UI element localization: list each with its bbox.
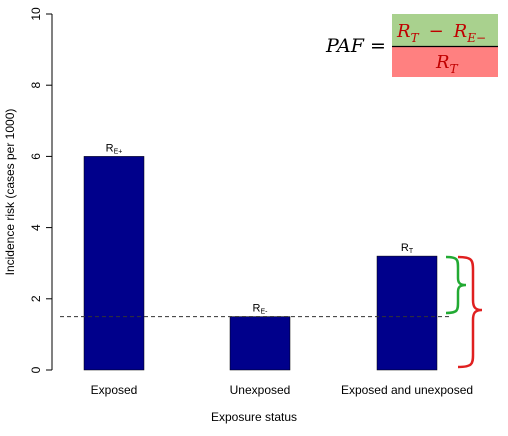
bar-data-label-main: R (401, 242, 409, 254)
y-tick-label: 0 (29, 366, 43, 373)
bar-exposed (83, 156, 145, 371)
category-labels-group: Exposed Unexposed Exposed and unexposed (91, 383, 473, 397)
paf-formula: PAF = RT − RE− RT (325, 14, 498, 77)
bar-unexposed (229, 316, 291, 371)
numerator-term1-sub: T (411, 31, 420, 45)
bar-data-label: RE- (253, 303, 269, 316)
y-tick-label: 6 (29, 153, 43, 160)
formula-denominator-highlight (392, 47, 498, 77)
outer-brace-annotation (457, 255, 483, 369)
bar-data-label: RE+ (106, 142, 123, 155)
bars-group (83, 156, 438, 371)
numerator-term2-sub: E− (466, 31, 486, 45)
x-axis-label: Exposure status (211, 410, 297, 424)
formula-denominator: RT (435, 52, 459, 76)
bar-labels-group: RE+RE-RT (106, 142, 414, 315)
bar-data-label-main: R (253, 303, 261, 315)
bar-data-label-main: R (106, 142, 114, 154)
bar-data-label: RT (401, 242, 414, 255)
numerator-operator: − (429, 21, 444, 42)
bar-data-label-sub: E+ (114, 148, 123, 155)
y-tick-label: 2 (29, 295, 43, 302)
inner-brace-annotation (445, 255, 467, 315)
x-category-label: Exposed (91, 383, 138, 397)
x-category-label: Unexposed (230, 383, 291, 397)
bar-data-label-sub: E- (260, 309, 268, 316)
formula-numerator: RT − RE− (396, 21, 486, 45)
numerator-term1: R (396, 21, 411, 42)
formula-numerator-highlight (392, 14, 498, 46)
denominator-term-sub: T (450, 62, 459, 76)
denominator-term: R (435, 52, 450, 73)
numerator-term2: R (453, 21, 468, 42)
y-axis-label: Incidence risk (cases per 1000) (3, 109, 17, 276)
y-tick-label: 10 (29, 7, 43, 21)
bar-exposed-and-unexposed (376, 255, 438, 371)
y-ticks: 0 2 4 6 8 10 (29, 7, 52, 373)
y-tick-label: 8 (29, 82, 43, 89)
bar-data-label-sub: T (409, 248, 414, 255)
y-tick-label: 4 (29, 224, 43, 231)
formula-lhs: PAF = (325, 35, 386, 57)
x-category-label: Exposed and unexposed (341, 383, 473, 397)
